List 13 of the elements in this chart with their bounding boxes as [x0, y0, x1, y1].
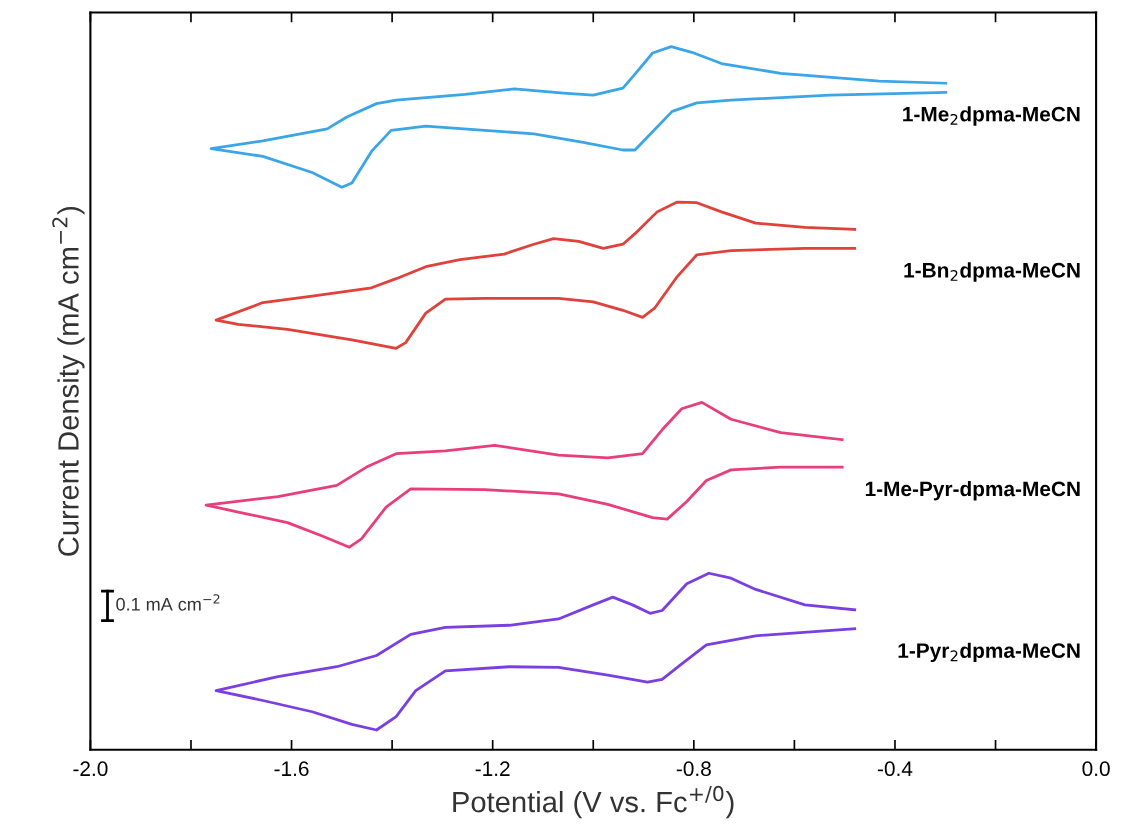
- text: 1-Pyr$_{2}$dpma-MeCN: [898, 642, 1080, 663]
- annotation: 0.1 mA cm$^{−2}$: [116, 594, 220, 611]
- series-label: 1-Me$_{2}$dpma-MeCN: [903, 106, 1080, 126]
- x-tick-label: 0.0: [1082, 761, 1110, 777]
- x-tick-label: -0.4: [877, 761, 913, 777]
- series-label: 1-Me-Pyr-dpma-MeCN: [865, 480, 1080, 501]
- x-axis-title: Potential (V vs. Fc$^{+/0}$): [453, 785, 734, 819]
- y-axis-title: Current Density (mA cm$^{−2}$): [52, 207, 85, 556]
- x-tick-label: -2.0: [73, 761, 108, 777]
- text: 1-Bn$_{2}$dpma-MeCN: [904, 262, 1080, 282]
- x-tick-label: -1.2: [475, 761, 510, 776]
- x-tick-label: -1.6: [274, 761, 309, 777]
- x-tick-label: -0.8: [676, 761, 711, 777]
